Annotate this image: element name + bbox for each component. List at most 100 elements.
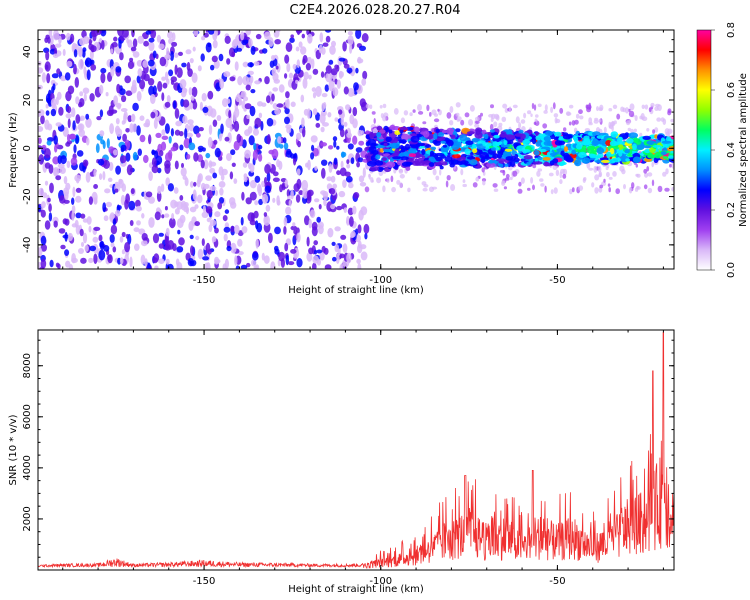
heatmap-cell [545,130,553,137]
heatmap-cell [126,164,133,176]
heatmap-cell [201,36,206,41]
heatmap-cell [247,212,255,222]
heatmap-cell [241,191,245,201]
heatmap-cell [60,75,67,82]
heatmap-cell [295,79,299,84]
heatmap-cell [93,198,98,205]
heatmap-cell [489,129,495,133]
heatmap-cell [399,145,404,150]
heatmap-cell [492,153,499,159]
heatmap-cell [119,236,124,243]
heatmap-cell [196,132,201,138]
heatmap-cell [298,41,303,48]
heatmap-cell [50,108,57,117]
heatmap-cell [242,162,248,168]
heatmap-cell [170,146,177,152]
heatmap-cell [654,127,659,133]
heatmap-cell [265,204,271,212]
heatmap-cell [45,50,50,61]
heatmap-cell [109,214,115,221]
heatmap-cell [100,67,107,74]
heatmap-cell [594,174,600,181]
heatmap-cell [274,107,281,116]
heatmap-cell [110,224,118,235]
heatmap-cell [115,165,121,175]
heatmap-cell [88,43,93,50]
heatmap-cell [486,162,496,168]
heatmap-cell [349,43,353,54]
heatmap-cell [379,148,384,153]
heatmap-cell [79,91,84,97]
heatmap-cell [206,105,213,117]
heatmap-cell [568,121,572,126]
heatmap-cell [563,127,567,132]
heatmap-cell [334,244,340,253]
heatmap-cell [555,118,561,124]
heatmap-cell [520,119,526,124]
heatmap-cell [236,133,242,143]
heatmap-cell [161,135,169,140]
heatmap-cell [99,109,104,118]
heatmap-cell [298,190,304,196]
heatmap-cell [415,152,421,159]
heatmap-cell [428,162,435,167]
heatmap-cell [513,157,520,163]
heatmap-cell [207,136,213,148]
heatmap-cell [370,142,378,149]
heatmap-cell [126,38,130,44]
heatmap-cell [409,112,413,117]
heatmap-cell [85,171,91,183]
heatmap-cell [124,75,131,84]
heatmap-cell [234,61,239,71]
heatmap-cell [326,176,333,182]
heatmap-cell [131,114,135,122]
heatmap-cell [347,87,355,97]
heatmap-cell [284,116,290,125]
heatmap-cell [286,189,291,198]
heatmap-cell [352,135,358,145]
heatmap-xlabel: Height of straight line (km) [288,285,424,296]
heatmap-cell [139,79,146,90]
heatmap-cell [609,147,615,155]
heatmap-cell [386,178,390,183]
heatmap-cell [152,85,157,95]
heatmap-cell [399,129,404,133]
heatmap-cell [113,36,118,42]
snr-ytick-label: 8000 [22,353,33,378]
heatmap-cell [321,102,326,112]
heatmap-cell [121,120,126,125]
heatmap-cell [303,108,309,116]
heatmap-cell [435,175,440,181]
heatmap-cell [266,134,271,145]
heatmap-cell [105,201,112,208]
heatmap-cell [171,41,178,47]
heatmap-cell [166,95,171,103]
heatmap-cell [603,178,606,183]
heatmap-cell [156,34,161,43]
heatmap-cell [518,122,522,129]
heatmap-cell [158,258,165,265]
heatmap-cell [134,243,140,251]
heatmap-cell [434,161,443,166]
heatmap-cell [91,30,99,37]
heatmap-cell [440,140,447,144]
heatmap-cell [246,262,251,268]
heatmap-cell [118,88,126,96]
heatmap-cell [400,117,405,124]
heatmap-cell [129,57,134,63]
heatmap-cell [249,163,255,173]
heatmap-cell [610,121,616,127]
heatmap-cell [170,76,177,83]
heatmap-cell [398,139,408,144]
heatmap-cell [258,153,263,162]
heatmap-cell [314,198,320,203]
heatmap-cell [125,90,133,96]
heatmap-cell [439,169,442,176]
heatmap-cell [75,96,80,105]
heatmap-cell [38,154,45,165]
heatmap-cell [657,104,662,111]
colorbar: 0.0 0.2 0.4 0.6 0.8 Normalized spectral ampl… [696,22,749,278]
heatmap-cell [98,158,105,166]
heatmap-cell [45,103,49,109]
heatmap-cell [441,161,448,166]
